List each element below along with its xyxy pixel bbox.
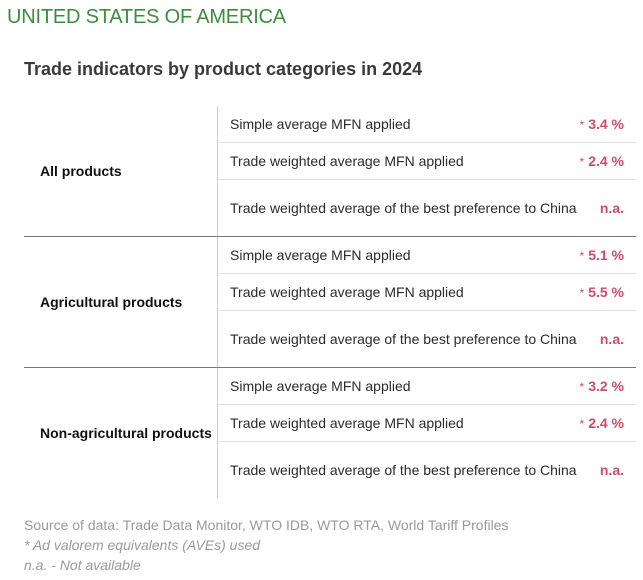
value-text: 2.4 %	[588, 153, 624, 169]
ave-marker: *	[579, 249, 585, 263]
value-text: n.a.	[599, 331, 624, 347]
indicator-rows: Simple average MFN applied * 5.1 % Trade …	[217, 237, 636, 367]
na-note: n.a. - Not available	[24, 557, 141, 573]
table-row: Trade weighted average MFN applied * 2.4 …	[218, 405, 636, 442]
indicator-value: n.a.	[600, 462, 624, 478]
table-row: Trade weighted average MFN applied * 2.4 …	[218, 143, 636, 180]
indicator-name: Trade weighted average of the best prefe…	[230, 462, 577, 478]
ave-marker: *	[579, 286, 585, 300]
source-note: Source of data: Trade Data Monitor, WTO …	[24, 517, 509, 533]
category-label: Agricultural products	[40, 294, 183, 310]
indicator-name: Trade weighted average of the best prefe…	[230, 200, 577, 216]
ave-marker: *	[579, 155, 585, 169]
table-row: Trade weighted average of the best prefe…	[218, 442, 636, 498]
indicator-value: * 3.4 %	[580, 116, 624, 132]
indicator-rows: Simple average MFN applied * 3.4 % Trade …	[217, 106, 636, 236]
indicator-value: * 2.4 %	[580, 153, 624, 169]
value-text: 5.1 %	[588, 247, 624, 263]
table-row: Trade weighted average of the best prefe…	[218, 180, 636, 236]
table-row: Trade weighted average MFN applied * 5.5 …	[218, 274, 636, 311]
table-group: Non-agricultural products Simple average…	[24, 368, 636, 498]
indicator-value: * 3.2 %	[580, 378, 624, 394]
indicator-name: Trade weighted average MFN applied	[230, 153, 464, 169]
indicator-name: Trade weighted average of the best prefe…	[230, 331, 577, 347]
country-title: UNITED STATES OF AMERICA	[7, 6, 286, 28]
value-text: 2.4 %	[588, 415, 624, 431]
category-label: Non-agricultural products	[40, 425, 212, 441]
table-row: Trade weighted average of the best prefe…	[218, 311, 636, 367]
table-row: Simple average MFN applied * 3.4 %	[218, 106, 636, 143]
indicator-name: Trade weighted average MFN applied	[230, 415, 464, 431]
ave-note: * Ad valorem equivalents (AVEs) used	[24, 537, 261, 553]
indicator-value: n.a.	[600, 331, 624, 347]
footnotes: Source of data: Trade Data Monitor, WTO …	[24, 515, 508, 575]
indicator-value: * 5.1 %	[580, 247, 624, 263]
ave-marker: *	[579, 118, 585, 132]
value-text: n.a.	[599, 200, 624, 216]
value-text: n.a.	[599, 462, 624, 478]
indicator-value: * 2.4 %	[580, 415, 624, 431]
value-text: 3.4 %	[588, 116, 624, 132]
indicator-name: Trade weighted average MFN applied	[230, 284, 464, 300]
section-heading: Trade indicators by product categories i…	[24, 59, 423, 79]
category-label: All products	[40, 163, 122, 179]
indicator-value: n.a.	[600, 200, 624, 216]
indicator-name: Simple average MFN applied	[230, 116, 411, 132]
table-group: All products Simple average MFN applied …	[24, 106, 636, 237]
table-row: Simple average MFN applied * 5.1 %	[218, 237, 636, 274]
indicator-rows: Simple average MFN applied * 3.2 % Trade …	[217, 368, 636, 498]
value-text: 3.2 %	[588, 378, 624, 394]
trade-indicators-table: All products Simple average MFN applied …	[24, 106, 636, 498]
ave-marker: *	[579, 417, 585, 431]
value-text: 5.5 %	[588, 284, 624, 300]
ave-marker: *	[579, 380, 585, 394]
table-row: Simple average MFN applied * 3.2 %	[218, 368, 636, 405]
indicator-name: Simple average MFN applied	[230, 247, 411, 263]
indicator-value: * 5.5 %	[580, 284, 624, 300]
table-group: Agricultural products Simple average MFN…	[24, 237, 636, 368]
indicator-name: Simple average MFN applied	[230, 378, 411, 394]
